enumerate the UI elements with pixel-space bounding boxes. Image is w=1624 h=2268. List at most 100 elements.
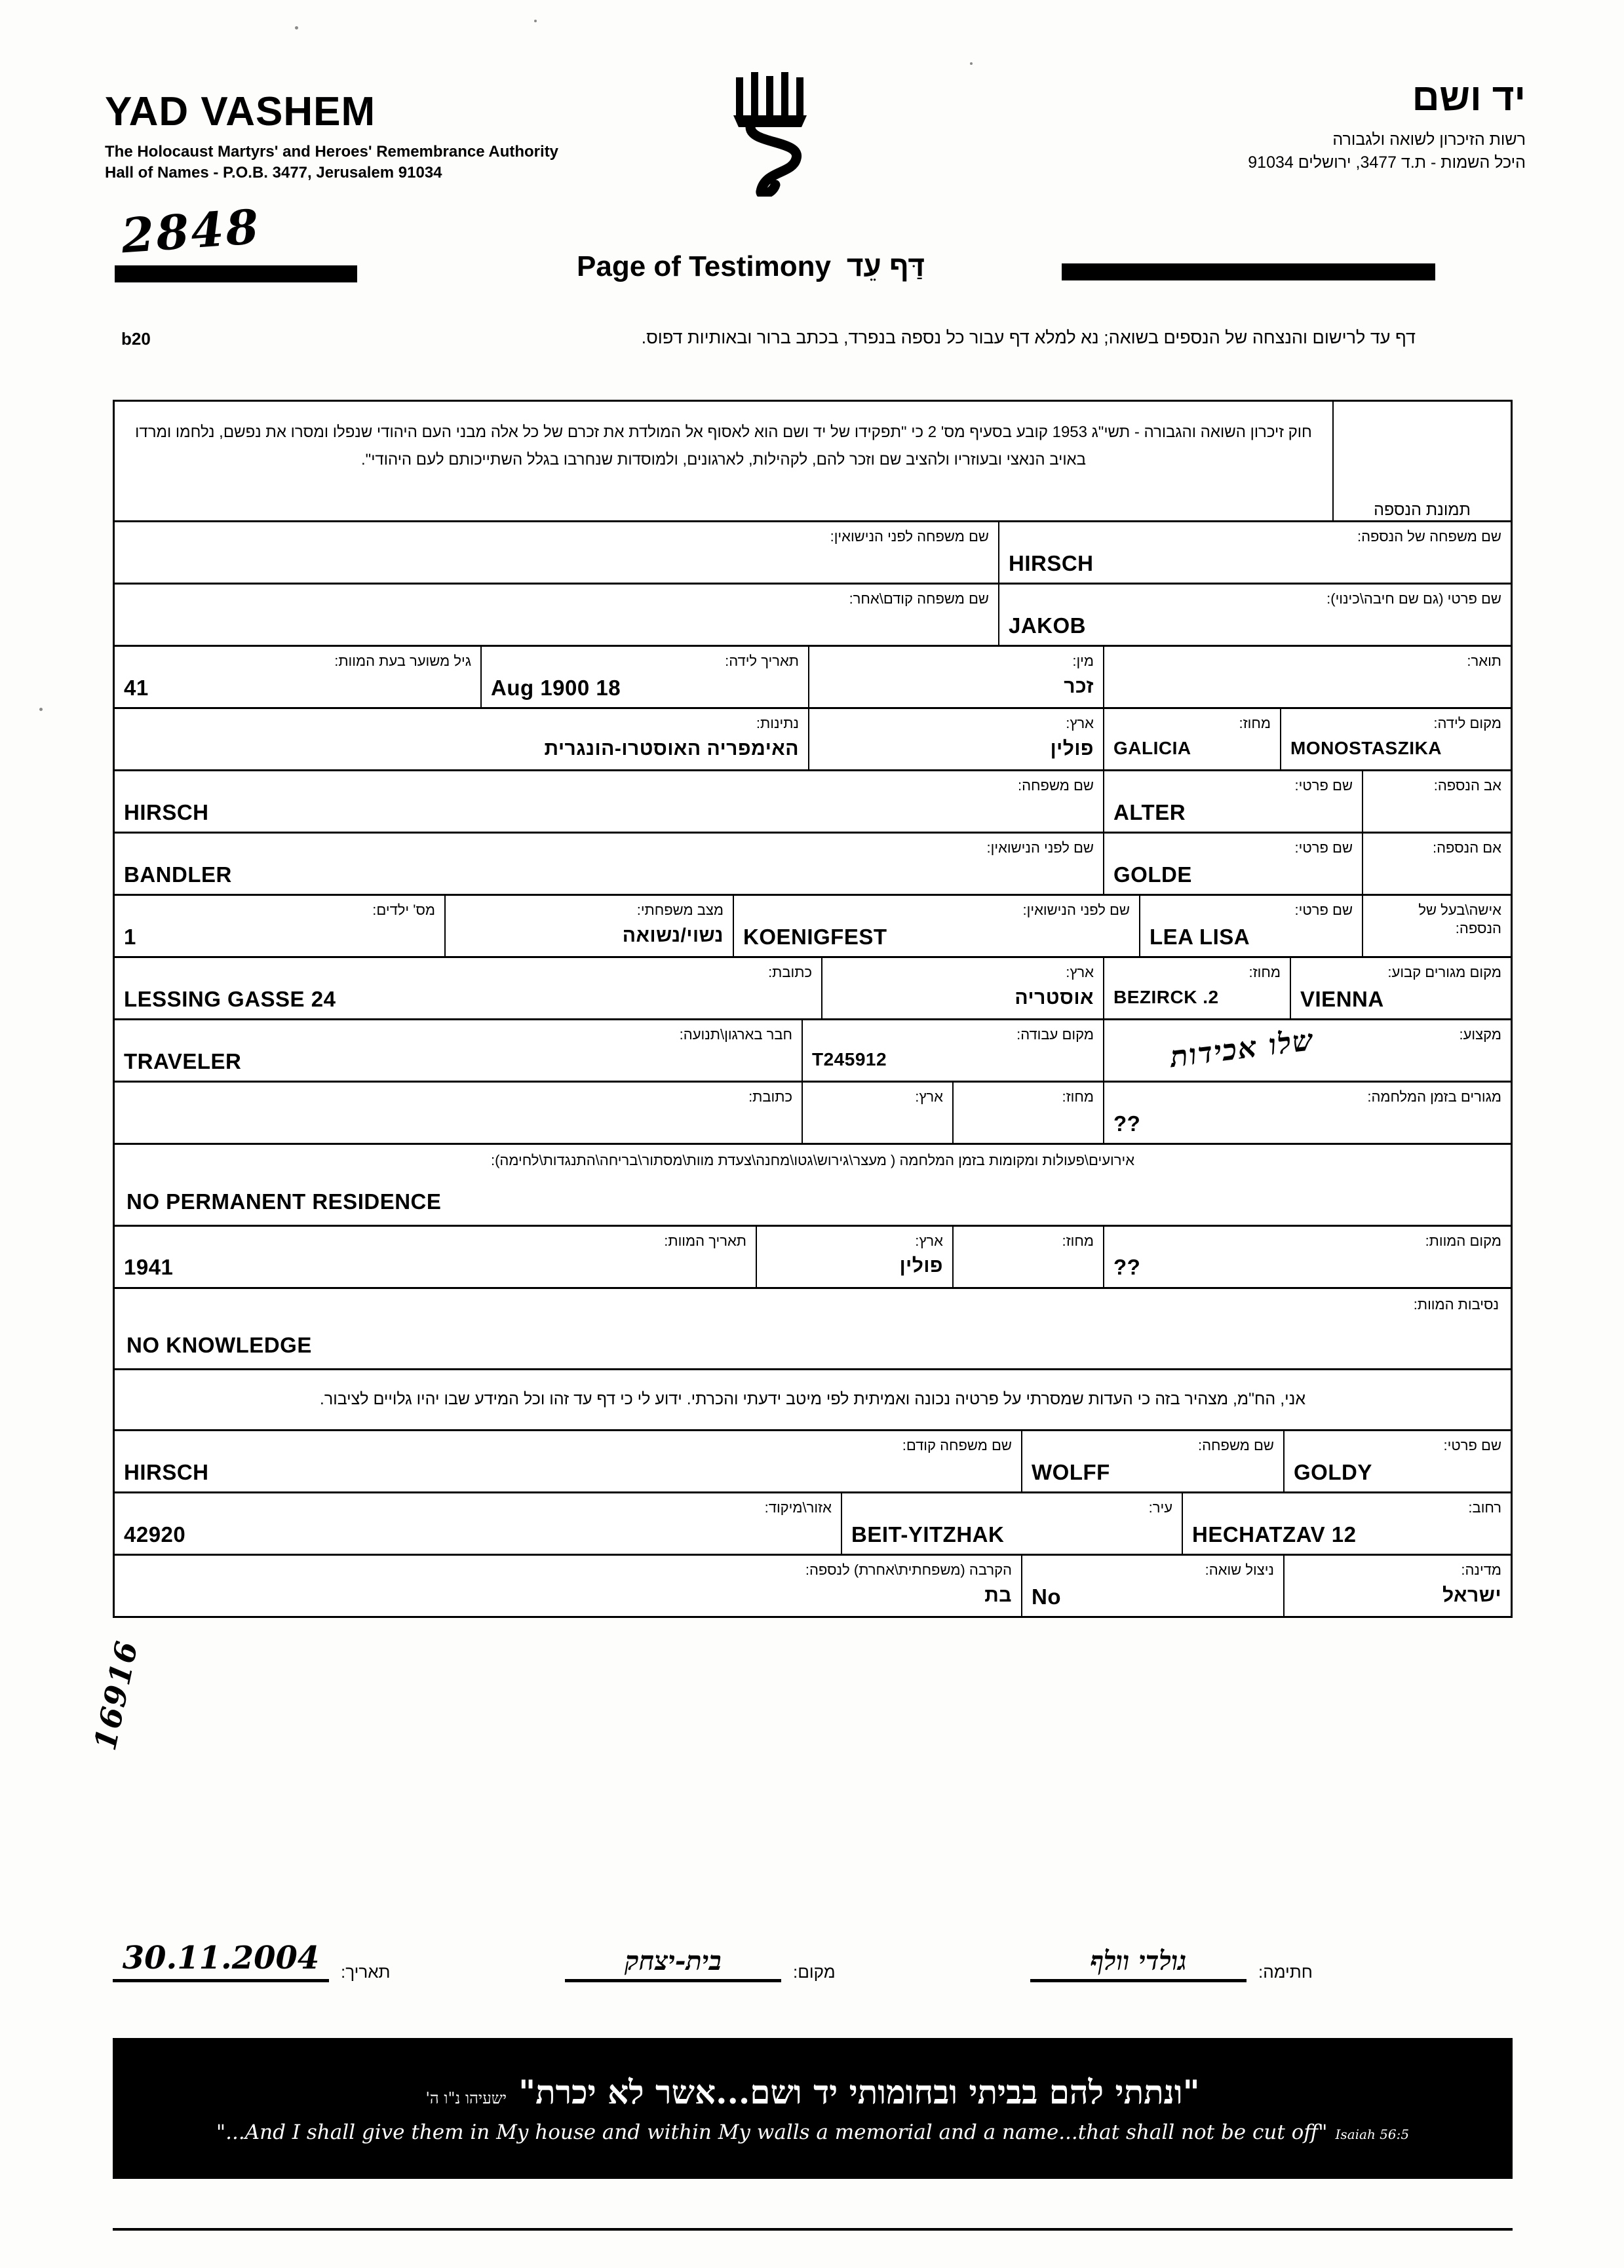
brand-address-en: Hall of Names - P.O.B. 3477, Jerusalem 9… (105, 164, 442, 182)
field-former-name[interactable]: שם משפחה קודם\אחר: (292, 585, 999, 645)
field-death-country[interactable]: ארץ: פולין (757, 1226, 954, 1287)
field-label: אב הנספה: (1433, 777, 1501, 794)
field-children-count[interactable]: מס' ילדים: 1 (115, 896, 446, 957)
field-value: ALTER (1113, 799, 1186, 824)
place-line[interactable]: בית-יצחק (565, 1933, 781, 1982)
signature-place-block[interactable]: מקום: בית-יצחק (565, 1933, 836, 1982)
field-label: ארץ: (1066, 964, 1094, 981)
field-label: חבר בארגון\תנועה: (679, 1026, 792, 1043)
field-value: 41 (124, 675, 149, 700)
field-submitter-zip[interactable]: אזור\מיקוד: 42920 (115, 1493, 842, 1554)
signature-label: חתימה: (1258, 1962, 1313, 1982)
field-value: JAKOB (1009, 613, 1087, 638)
field-spouse-maiden-name[interactable]: שם לפני הנישואין: KOENIGFEST (734, 896, 1140, 957)
date-line[interactable]: 30.11.2004 (113, 1933, 329, 1982)
field-label: מקום עבודה: (1016, 1026, 1094, 1043)
field-death-date[interactable]: תאריך המוות: 1941 (115, 1226, 757, 1287)
field-profession[interactable]: מקצוע: שלו אכידות (1104, 1020, 1511, 1081)
field-value: Aug 1900 18 (491, 675, 621, 700)
field-submitter-former-family-name[interactable]: שם משפחה קודם: HIRSCH (115, 1431, 1022, 1492)
field-birth-country[interactable]: ארץ: פולין (809, 709, 1104, 770)
field-label: עיר: (1148, 1499, 1172, 1516)
field-label: ניצול שואה: (1205, 1562, 1274, 1579)
field-label: נתינות: (756, 715, 799, 732)
photo-label: תמונת הנספה (1374, 501, 1471, 519)
field-sex[interactable]: מין: זכר (809, 647, 1104, 708)
field-label: שם פרטי (גם שם חיבה\כינוי): (1326, 590, 1501, 607)
field-submitter-country[interactable]: מדינה: ישראל (1285, 1556, 1511, 1616)
field-label: אישה\בעל של הנספה: (1418, 902, 1501, 936)
field-label: תאריך לידה: (725, 653, 799, 670)
field-mother-maiden-name[interactable]: שם לפני הנישואין: BANDLER (115, 834, 1104, 894)
row-submitter-names: שם פרטי: GOLDY שם משפחה: WOLFF שם משפחה … (115, 1431, 1511, 1494)
field-value: פולין (1050, 737, 1094, 759)
field-value: HIRSCH (124, 799, 209, 824)
field-label: מגורים בזמן המלחמה: (1367, 1088, 1501, 1105)
field-nationality[interactable]: נתינות: האימפריה האוסטרו-הונגרית (115, 709, 809, 770)
field-organization[interactable]: חבר בארגון\תנועה: TRAVELER (115, 1020, 803, 1081)
field-war-residence[interactable]: מגורים בזמן המלחמה: ?? (1104, 1083, 1511, 1143)
field-submitter-city[interactable]: עיר: BEIT-YITZHAK (842, 1493, 1183, 1554)
field-wartime-events[interactable]: אירועים\פעולות ומקומות בזמן המלחמה ( מעצ… (115, 1145, 1511, 1227)
signature-line[interactable]: גולדי וולף (1030, 1933, 1247, 1982)
field-workplace[interactable]: מקום עבודה: T245912 (803, 1020, 1104, 1081)
field-value: LESSING GASSE 24 (124, 986, 336, 1011)
field-label: שם משפחה קודם: (902, 1437, 1012, 1454)
field-birth-district[interactable]: מחוז: GALICIA (1104, 709, 1281, 770)
signature-block[interactable]: חתימה: גולדי וולף (1030, 1933, 1313, 1982)
footer-source-he: ישעיהו נ"ו ה' (425, 2089, 507, 2107)
field-submitter-street[interactable]: רחוב: HECHATZAV 12 (1183, 1493, 1511, 1554)
field-label: שם פרטי: (1294, 902, 1353, 919)
field-label: שם לפני הנישואין: (986, 839, 1094, 856)
signature-handwritten-value: גולדי וולף (1090, 1946, 1187, 1976)
testimony-form-table: חוק זיכרון השואה והגבורה - תשי"ג 1953 קו… (113, 400, 1513, 1619)
field-submitter-first-name[interactable]: שם פרטי: GOLDY (1285, 1431, 1511, 1491)
field-birth-place[interactable]: מקום לידה: MONOSTASZIKA (1281, 709, 1511, 769)
row-submitter-address: רחוב: HECHATZAV 12 עיר: BEIT-YITZHAK אזו… (115, 1493, 1511, 1556)
field-residence-street[interactable]: כתובת: LESSING GASSE 24 (115, 958, 822, 1019)
field-value: נשוי/נשואה (622, 924, 724, 946)
field-father-first-name[interactable]: שם פרטי: ALTER (1104, 771, 1363, 832)
field-submitter-relation[interactable]: הקרבה (משפחתית\אחרת) לנספה: בת (115, 1556, 1022, 1617)
field-label: שם פרטי: (1294, 777, 1353, 794)
field-war-district[interactable]: מחוז: (954, 1083, 1104, 1144)
page-title: Page of Testimony דַּף עֵד (577, 250, 925, 283)
field-maiden-name[interactable]: שם משפחה לפני הנישואין: (292, 522, 999, 583)
place-label: מקום: (793, 1962, 836, 1982)
row-residence: מקום מגורים קבוע: VIENNA מחוז: BEZIRCK .… (115, 958, 1511, 1021)
photo-placeholder[interactable]: תמונת הנספה (1332, 402, 1511, 521)
field-residence-city[interactable]: מקום מגורים קבוע: VIENNA (1291, 958, 1511, 1018)
field-mother-first-name[interactable]: שם פרטי: GOLDE (1104, 834, 1363, 894)
field-label: שם משפחה: (1017, 777, 1094, 794)
field-marital-status[interactable]: מצב משפחתי: נשוי/נשואה (446, 896, 734, 957)
field-label: מצב משפחתי: (636, 902, 724, 919)
field-age-at-death[interactable]: גיל משוער בעת המוות: 41 (115, 647, 482, 708)
field-label: הקרבה (משפחתית\אחרת) לנספה: (805, 1562, 1012, 1579)
field-value: NO PERMANENT RESIDENCE (126, 1189, 442, 1214)
field-value: LEA LISA (1150, 924, 1250, 949)
field-submitter-survivor[interactable]: ניצול שואה: No (1022, 1556, 1285, 1617)
field-submitter-family-name[interactable]: שם משפחה: WOLFF (1022, 1431, 1285, 1492)
signature-date-block[interactable]: תאריך: 30.11.2004 (113, 1933, 391, 1982)
field-death-circumstances[interactable]: נסיבות המוות: NO KNOWLEDGE (115, 1289, 1511, 1371)
field-father-family-name[interactable]: שם משפחה: HIRSCH (115, 771, 1104, 832)
field-label: שם משפחה: (1197, 1437, 1274, 1454)
field-value: KOENIGFEST (743, 924, 887, 949)
field-birth-date[interactable]: תאריך לידה: Aug 1900 18 (482, 647, 809, 708)
field-war-country[interactable]: ארץ: (803, 1083, 954, 1144)
field-spouse-first-name[interactable]: שם פרטי: LEA LISA (1140, 896, 1363, 957)
field-title[interactable]: תואר: (1104, 647, 1511, 707)
document-header: YAD VASHEM The Holocaust Martyrs' and He… (0, 0, 1624, 349)
field-label: כתובת: (768, 964, 812, 981)
field-residence-district[interactable]: מחוז: BEZIRCK .2 (1104, 958, 1291, 1019)
menorah-logo-icon (733, 72, 807, 197)
field-value: BEZIRCK .2 (1113, 986, 1219, 1007)
field-death-district[interactable]: מחוז: (954, 1226, 1104, 1287)
field-war-address[interactable]: כתובת: (115, 1083, 803, 1144)
brand-hebrew: יד ושם רשות הזיכרון לשואה ולגבורה היכל ה… (1248, 79, 1526, 174)
field-first-name[interactable]: שם פרטי (גם שם חיבה\כינוי): JAKOB (999, 585, 1511, 645)
field-residence-country[interactable]: ארץ: אוסטריה (822, 958, 1104, 1019)
field-family-name[interactable]: שם משפחה של הנספה: HIRSCH (999, 522, 1511, 583)
field-death-place[interactable]: מקום המוות: ?? (1104, 1227, 1511, 1287)
